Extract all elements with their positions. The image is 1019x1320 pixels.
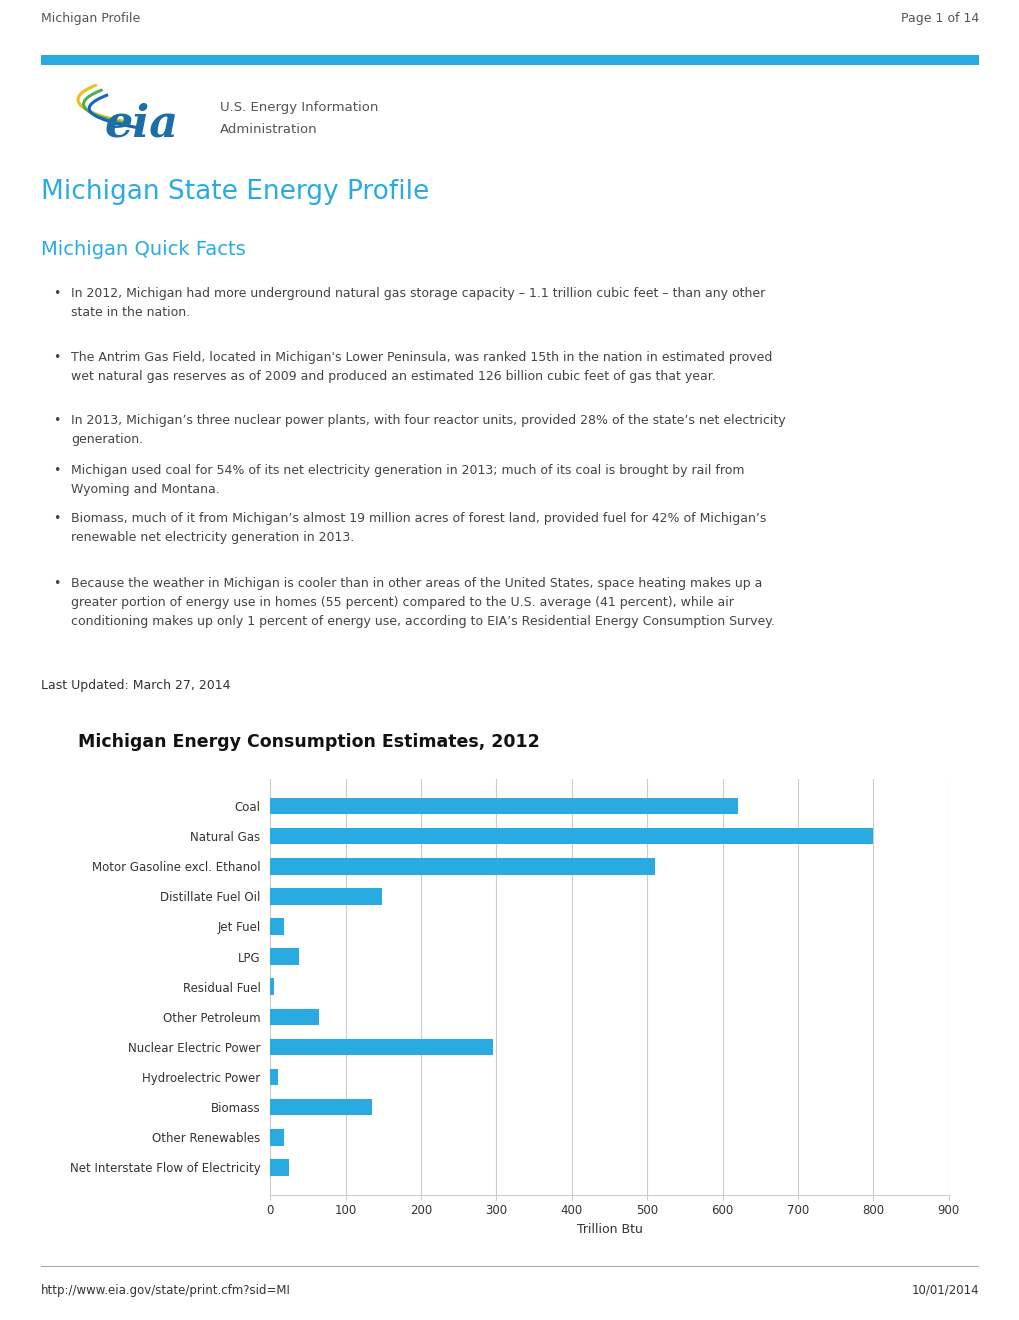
Text: 10/01/2014: 10/01/2014 xyxy=(911,1284,978,1296)
Text: Biomass, much of it from Michigan’s almost 19 million acres of forest land, prov: Biomass, much of it from Michigan’s almo… xyxy=(70,512,765,544)
Text: •: • xyxy=(53,463,60,477)
Text: In 2013, Michigan’s three nuclear power plants, with four reactor units, provide: In 2013, Michigan’s three nuclear power … xyxy=(70,413,785,446)
Bar xyxy=(270,948,299,965)
Bar xyxy=(270,1098,372,1115)
Text: Michigan State Energy Profile: Michigan State Energy Profile xyxy=(41,180,429,206)
Bar xyxy=(270,797,737,814)
Bar xyxy=(270,1008,319,1026)
Text: Michigan Energy Consumption Estimates, 2012: Michigan Energy Consumption Estimates, 2… xyxy=(78,734,539,751)
Text: In 2012, Michigan had more underground natural gas storage capacity – 1.1 trilli: In 2012, Michigan had more underground n… xyxy=(70,286,764,318)
X-axis label: Trillion Btu: Trillion Btu xyxy=(576,1222,642,1236)
Text: Michigan used coal for 54% of its net electricity generation in 2013; much of it: Michigan used coal for 54% of its net el… xyxy=(70,463,744,496)
Bar xyxy=(270,1129,283,1146)
Bar xyxy=(270,1159,288,1176)
Text: Page 1 of 14: Page 1 of 14 xyxy=(900,12,978,25)
Bar xyxy=(270,1039,492,1055)
Bar xyxy=(270,888,381,904)
Text: •: • xyxy=(53,413,60,426)
Text: Michigan Quick Facts: Michigan Quick Facts xyxy=(41,240,246,260)
Text: •: • xyxy=(53,286,60,300)
Text: Administration: Administration xyxy=(220,123,318,136)
Bar xyxy=(270,919,283,935)
Text: •: • xyxy=(53,577,60,590)
Bar xyxy=(270,1069,277,1085)
Text: Because the weather in Michigan is cooler than in other areas of the United Stat: Because the weather in Michigan is coole… xyxy=(70,577,774,627)
Bar xyxy=(270,828,872,845)
Text: eia: eia xyxy=(105,103,178,147)
Text: •: • xyxy=(53,351,60,364)
Text: U.S. Energy Information: U.S. Energy Information xyxy=(220,102,378,114)
Text: Michigan Profile: Michigan Profile xyxy=(41,12,140,25)
Text: •: • xyxy=(53,512,60,525)
Text: Last Updated: March 27, 2014: Last Updated: March 27, 2014 xyxy=(41,678,230,692)
Bar xyxy=(270,858,654,875)
Text: http://www.eia.gov/state/print.cfm?sid=MI: http://www.eia.gov/state/print.cfm?sid=M… xyxy=(41,1284,290,1296)
Bar xyxy=(270,978,274,995)
Text: The Antrim Gas Field, located in Michigan's Lower Peninsula, was ranked 15th in : The Antrim Gas Field, located in Michiga… xyxy=(70,351,771,383)
